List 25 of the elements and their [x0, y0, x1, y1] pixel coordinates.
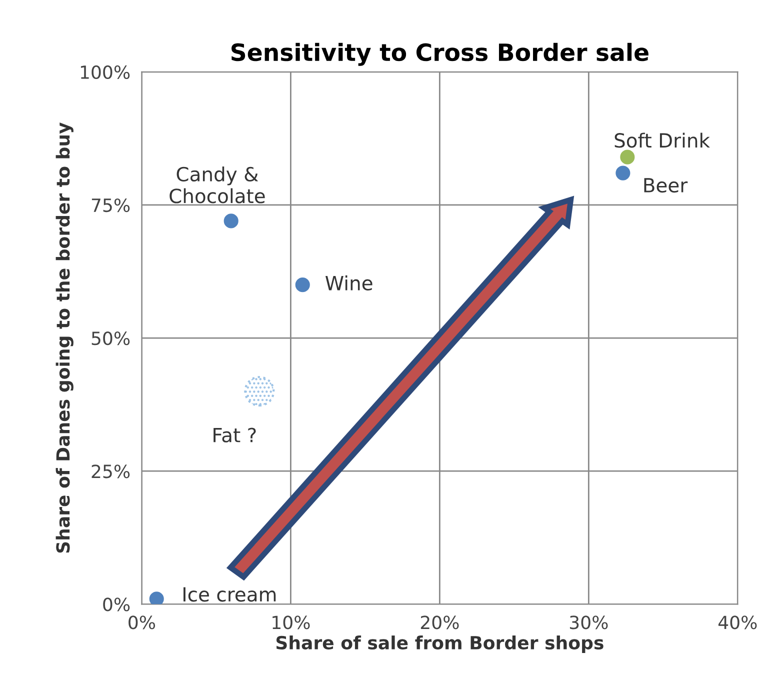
y-tick-label: 50% — [92, 332, 130, 346]
annotation: Ice cream — [184, 587, 276, 602]
x-tick-label: 30% — [570, 616, 608, 630]
point — [616, 166, 630, 180]
annotation: Beer — [644, 178, 688, 193]
x-tick-label: 0% — [128, 616, 156, 630]
point — [244, 376, 275, 407]
x-tick-label: 40% — [718, 616, 757, 630]
x-tick-label: 20% — [420, 616, 459, 630]
annotation: Candy & Chocolate — [170, 166, 265, 204]
annotation: Fat ? — [214, 428, 256, 442]
y-tick-label: 0% — [103, 598, 130, 612]
y-tick-label: 100% — [80, 65, 130, 80]
annotation: Wine — [325, 275, 372, 290]
annotation: Soft Drink — [614, 132, 710, 148]
x-axis-title: Share of sale from Border shops — [276, 636, 604, 654]
y-tick-label: 25% — [92, 464, 130, 478]
point — [224, 214, 238, 228]
y-axis-title: Share of Danes going to the border to buy — [56, 122, 74, 553]
point — [149, 592, 164, 604]
chart-title: Sensitivity to Cross Border sale — [232, 42, 648, 66]
x-tick-label: 10% — [272, 616, 310, 630]
point — [620, 150, 635, 164]
y-tick-label: 75% — [92, 198, 130, 212]
point — [295, 278, 310, 292]
